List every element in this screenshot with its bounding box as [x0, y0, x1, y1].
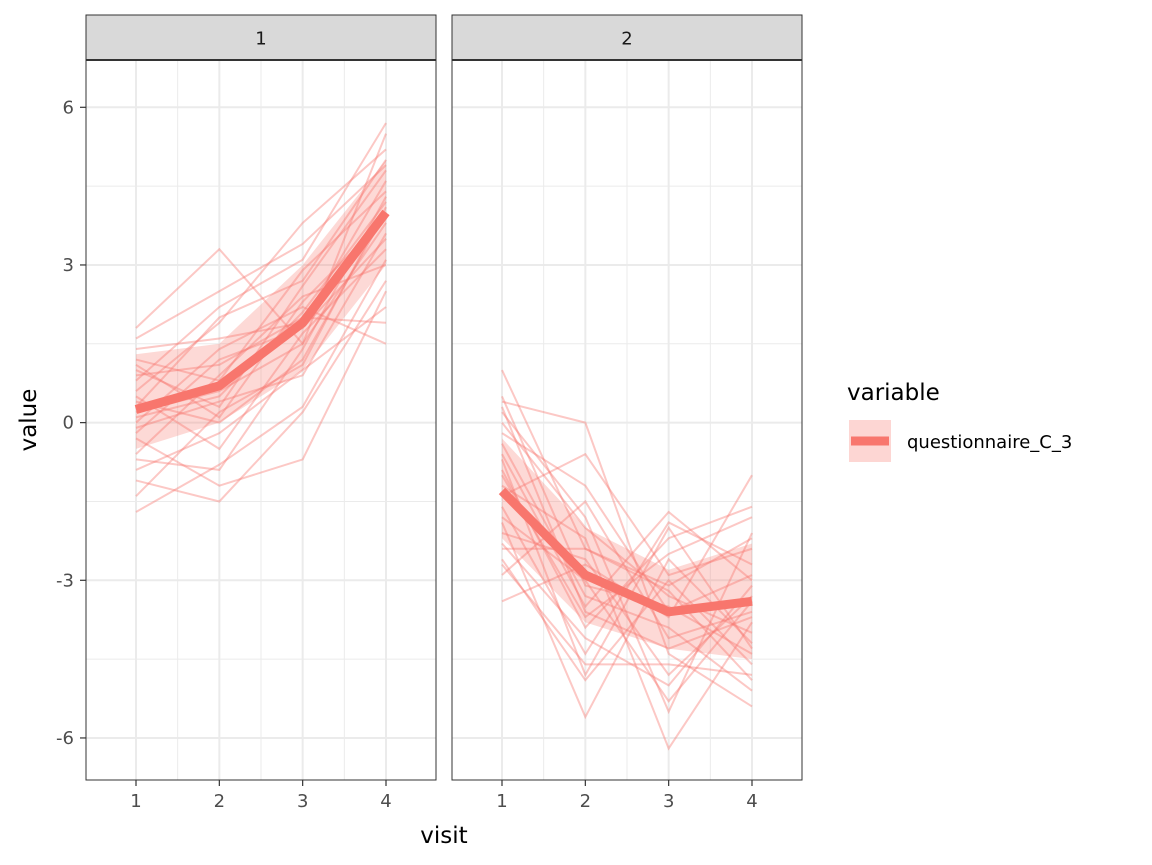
subject-line — [135, 211, 387, 424]
axes: 1 2 3 4 1 2 3 4 -6 -3 0 3 6 — [56, 97, 758, 812]
subject-line — [501, 369, 753, 681]
subject-line — [135, 232, 387, 429]
subject-line — [501, 516, 753, 703]
subject-line — [501, 432, 753, 614]
subject-line — [501, 411, 753, 715]
subject-line — [135, 164, 387, 340]
subject-line — [135, 190, 387, 382]
y-tick-label: -6 — [56, 728, 74, 749]
panel-data — [498, 369, 753, 751]
facet-strip-label: 1 — [255, 29, 266, 50]
subject-line — [135, 280, 387, 503]
subject-line — [135, 169, 387, 409]
subject-line — [501, 506, 753, 656]
facet-strip — [85, 14, 437, 61]
x-tick-label: 1 — [130, 791, 141, 812]
subject-line — [501, 443, 753, 692]
subject-line — [501, 406, 753, 650]
facet-panel-2: 2 — [451, 14, 803, 781]
subject-line — [501, 484, 753, 751]
x-axis-title: visit — [420, 823, 467, 849]
subject-line — [135, 305, 387, 424]
facet-strip — [451, 14, 803, 61]
subject-line — [502, 537, 753, 587]
subject-line — [501, 563, 753, 676]
subject-line — [135, 316, 387, 377]
subject-line — [501, 522, 753, 720]
facet-panel-1: 1 — [85, 14, 437, 781]
confidence-ribbon — [136, 159, 386, 449]
subject-line — [135, 264, 387, 455]
y-tick-label: -3 — [56, 570, 74, 591]
subject-line — [501, 542, 753, 687]
subject-line — [135, 122, 387, 382]
mean-line — [498, 487, 753, 617]
x-tick-label: 4 — [746, 791, 757, 812]
subject-line — [135, 180, 387, 351]
subject-line — [135, 159, 387, 408]
subject-line — [135, 306, 387, 471]
subject-line — [501, 459, 753, 678]
subject-line — [501, 532, 753, 677]
legend-title: variable — [847, 380, 940, 406]
y-tick-label: 0 — [63, 413, 74, 434]
subject-line — [501, 452, 753, 577]
x-tick-label: 3 — [297, 791, 308, 812]
legend: variable questionnaire_C_3 — [847, 380, 1072, 462]
subject-line — [501, 474, 753, 619]
y-tick-label: 3 — [63, 255, 74, 276]
subject-line — [135, 248, 387, 451]
y-tick-label: 6 — [63, 97, 74, 118]
subject-line — [135, 206, 387, 497]
y-axis-title: value — [16, 389, 42, 452]
facet-strip-label: 2 — [621, 29, 632, 50]
x-tick-label: 4 — [380, 791, 391, 812]
x-tick-label: 2 — [214, 791, 225, 812]
x-tick-label: 2 — [580, 791, 591, 812]
x-tick-label: 3 — [663, 791, 674, 812]
subject-line — [501, 400, 753, 708]
subject-line — [135, 133, 387, 346]
subject-line — [135, 148, 387, 392]
panel-data — [134, 122, 390, 513]
subject-line — [501, 469, 753, 630]
subject-line — [135, 290, 387, 487]
subject-line — [501, 422, 753, 634]
subject-line — [135, 259, 387, 513]
confidence-ribbon — [502, 438, 752, 660]
x-tick-label: 1 — [496, 791, 507, 812]
legend-label: questionnaire_C_3 — [907, 432, 1072, 453]
mean-line — [134, 209, 390, 414]
subject-line — [501, 558, 753, 682]
